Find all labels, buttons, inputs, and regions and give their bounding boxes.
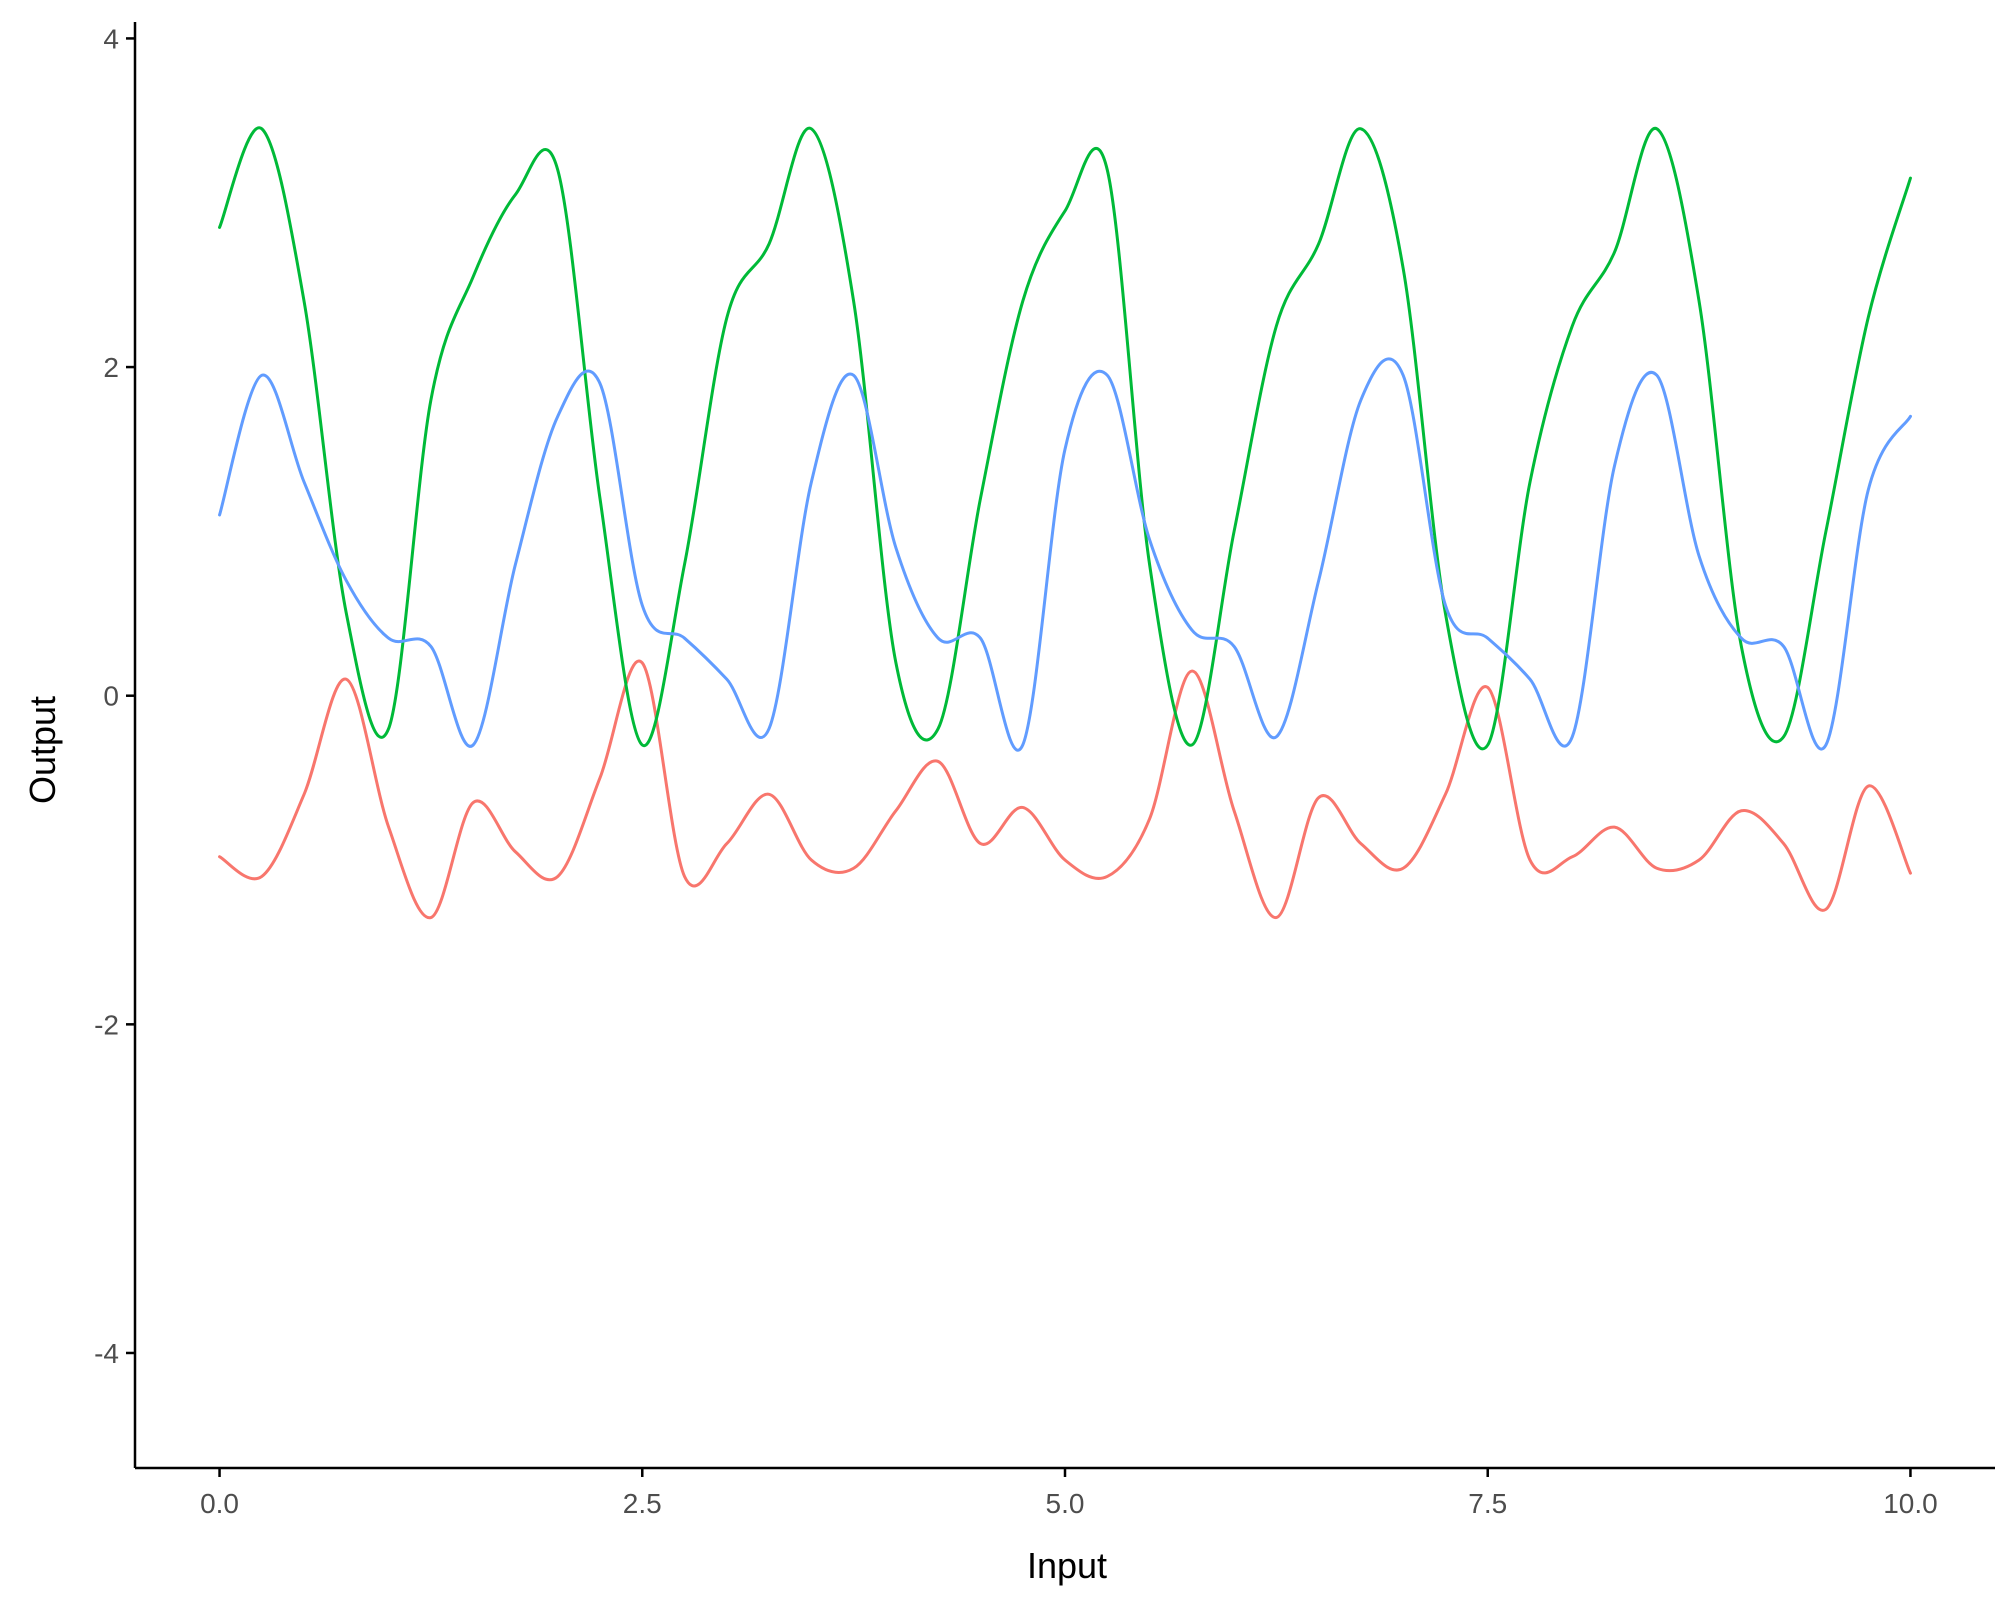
y-axis-title: Output (22, 696, 63, 804)
x-tick-label: 5.0 (1046, 1488, 1085, 1519)
x-tick-label: 7.5 (1468, 1488, 1507, 1519)
y-tick-label: 2 (103, 352, 119, 383)
y-tick-label: -4 (94, 1338, 119, 1369)
series-lines (218, 126, 1912, 920)
series-line-1 (218, 659, 1912, 920)
x-axis-ticks: 0.0 2.5 5.0 7.5 10.0 (200, 1468, 1938, 1519)
y-tick-label: 4 (103, 23, 119, 54)
x-axis-title: Input (1027, 1545, 1107, 1586)
series-line-2 (218, 126, 1912, 751)
x-tick-label: 10.0 (1883, 1488, 1938, 1519)
y-axis-ticks: -4 -2 0 2 4 (94, 23, 135, 1369)
y-tick-label: -2 (94, 1009, 119, 1040)
x-tick-label: 2.5 (623, 1488, 662, 1519)
x-tick-label: 0.0 (200, 1488, 239, 1519)
series-line-3 (218, 357, 1912, 752)
y-tick-label: 0 (103, 681, 119, 712)
